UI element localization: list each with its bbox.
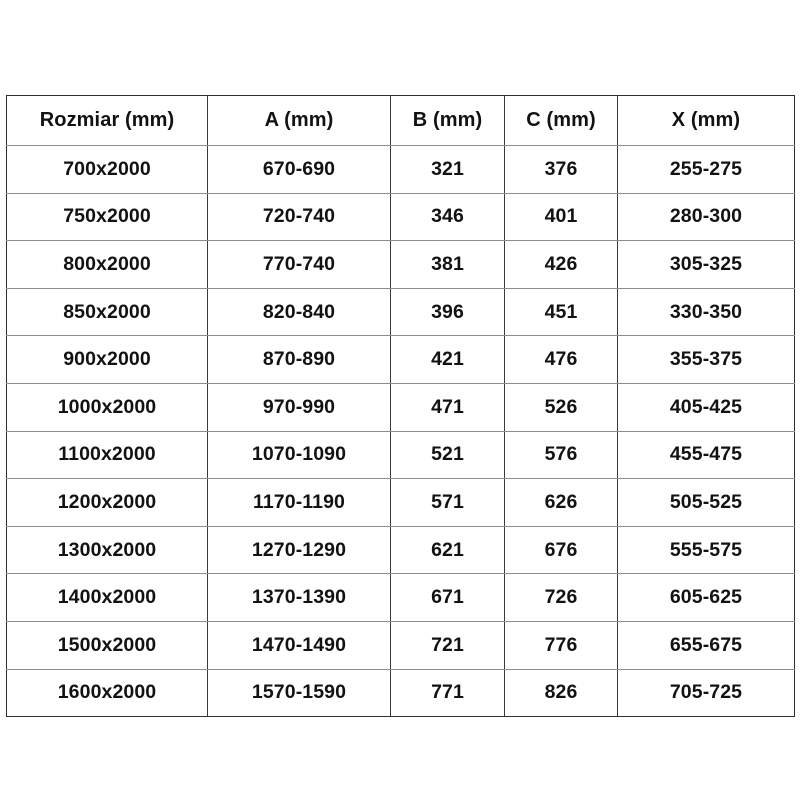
cell-x: 655-675 (617, 620, 795, 670)
cell-size: 1500x2000 (6, 620, 208, 670)
cell-b: 571 (390, 478, 505, 527)
table-row: 750x2000 720-740 346 401 280-300 (6, 192, 795, 242)
table-body: 700x2000 670-690 321 376 255-275 750x2000 720-… (6, 145, 795, 718)
cell-c: 401 (504, 192, 618, 242)
cell-a: 670-690 (207, 145, 391, 194)
cell-b: 771 (390, 668, 505, 718)
cell-a: 1470-1490 (207, 620, 391, 670)
column-header-c: C (mm) (504, 95, 618, 146)
spec-table: Rozmiar (mm) A (mm) B (mm) C (mm) X (mm)… (6, 95, 795, 718)
column-header-b: B (mm) (390, 95, 505, 146)
table-row: 1600x2000 1570-1590 771 826 705-725 (6, 668, 795, 718)
cell-size: 1400x2000 (6, 573, 208, 622)
cell-a: 720-740 (207, 192, 391, 242)
cell-c: 676 (504, 525, 618, 575)
cell-a: 970-990 (207, 382, 391, 432)
cell-b: 471 (390, 382, 505, 432)
table-row: 900x2000 870-890 421 476 355-375 (6, 335, 795, 384)
cell-b: 321 (390, 145, 505, 194)
cell-a: 1170-1190 (207, 478, 391, 527)
table-row: 1200x2000 1170-1190 571 626 505-525 (6, 478, 795, 527)
cell-a: 870-890 (207, 335, 391, 384)
cell-size: 1000x2000 (6, 382, 208, 432)
cell-x: 255-275 (617, 145, 795, 194)
cell-size: 1300x2000 (6, 525, 208, 575)
column-header-x: X (mm) (617, 95, 795, 146)
cell-a: 1070-1090 (207, 430, 391, 480)
cell-size: 800x2000 (6, 240, 208, 289)
cell-c: 376 (504, 145, 618, 194)
cell-c: 826 (504, 668, 618, 718)
cell-x: 305-325 (617, 240, 795, 289)
cell-c: 726 (504, 573, 618, 622)
cell-a: 1570-1590 (207, 668, 391, 718)
cell-b: 521 (390, 430, 505, 480)
cell-x: 705-725 (617, 668, 795, 718)
header-row: Rozmiar (mm) A (mm) B (mm) C (mm) X (mm) (6, 95, 795, 146)
cell-a: 820-840 (207, 287, 391, 337)
cell-x: 555-575 (617, 525, 795, 575)
table-row: 1500x2000 1470-1490 721 776 655-675 (6, 620, 795, 670)
cell-c: 451 (504, 287, 618, 337)
cell-a: 1270-1290 (207, 525, 391, 575)
table-row: 1400x2000 1370-1390 671 726 605-625 (6, 573, 795, 622)
spec-table-container: Rozmiar (mm) A (mm) B (mm) C (mm) X (mm)… (6, 95, 795, 718)
cell-b: 621 (390, 525, 505, 575)
cell-a: 770-740 (207, 240, 391, 289)
cell-x: 455-475 (617, 430, 795, 480)
cell-size: 1200x2000 (6, 478, 208, 527)
cell-c: 426 (504, 240, 618, 289)
cell-x: 505-525 (617, 478, 795, 527)
cell-x: 280-300 (617, 192, 795, 242)
cell-c: 576 (504, 430, 618, 480)
cell-size: 900x2000 (6, 335, 208, 384)
cell-size: 1600x2000 (6, 668, 208, 718)
cell-size: 850x2000 (6, 287, 208, 337)
cell-b: 346 (390, 192, 505, 242)
table-row: 850x2000 820-840 396 451 330-350 (6, 287, 795, 337)
cell-x: 405-425 (617, 382, 795, 432)
table-row: 1100x2000 1070-1090 521 576 455-475 (6, 430, 795, 480)
cell-x: 355-375 (617, 335, 795, 384)
table-row: 1000x2000 970-990 471 526 405-425 (6, 382, 795, 432)
cell-x: 605-625 (617, 573, 795, 622)
cell-c: 526 (504, 382, 618, 432)
table-row: 800x2000 770-740 381 426 305-325 (6, 240, 795, 289)
cell-a: 1370-1390 (207, 573, 391, 622)
cell-c: 776 (504, 620, 618, 670)
cell-x: 330-350 (617, 287, 795, 337)
cell-size: 750x2000 (6, 192, 208, 242)
cell-c: 476 (504, 335, 618, 384)
table-header: Rozmiar (mm) A (mm) B (mm) C (mm) X (mm) (6, 95, 795, 146)
cell-c: 626 (504, 478, 618, 527)
table-row: 1300x2000 1270-1290 621 676 555-575 (6, 525, 795, 575)
cell-b: 421 (390, 335, 505, 384)
cell-size: 700x2000 (6, 145, 208, 194)
column-header-size: Rozmiar (mm) (6, 95, 208, 146)
cell-b: 381 (390, 240, 505, 289)
cell-b: 721 (390, 620, 505, 670)
cell-b: 396 (390, 287, 505, 337)
cell-b: 671 (390, 573, 505, 622)
table-row: 700x2000 670-690 321 376 255-275 (6, 145, 795, 194)
cell-size: 1100x2000 (6, 430, 208, 480)
column-header-a: A (mm) (207, 95, 391, 146)
